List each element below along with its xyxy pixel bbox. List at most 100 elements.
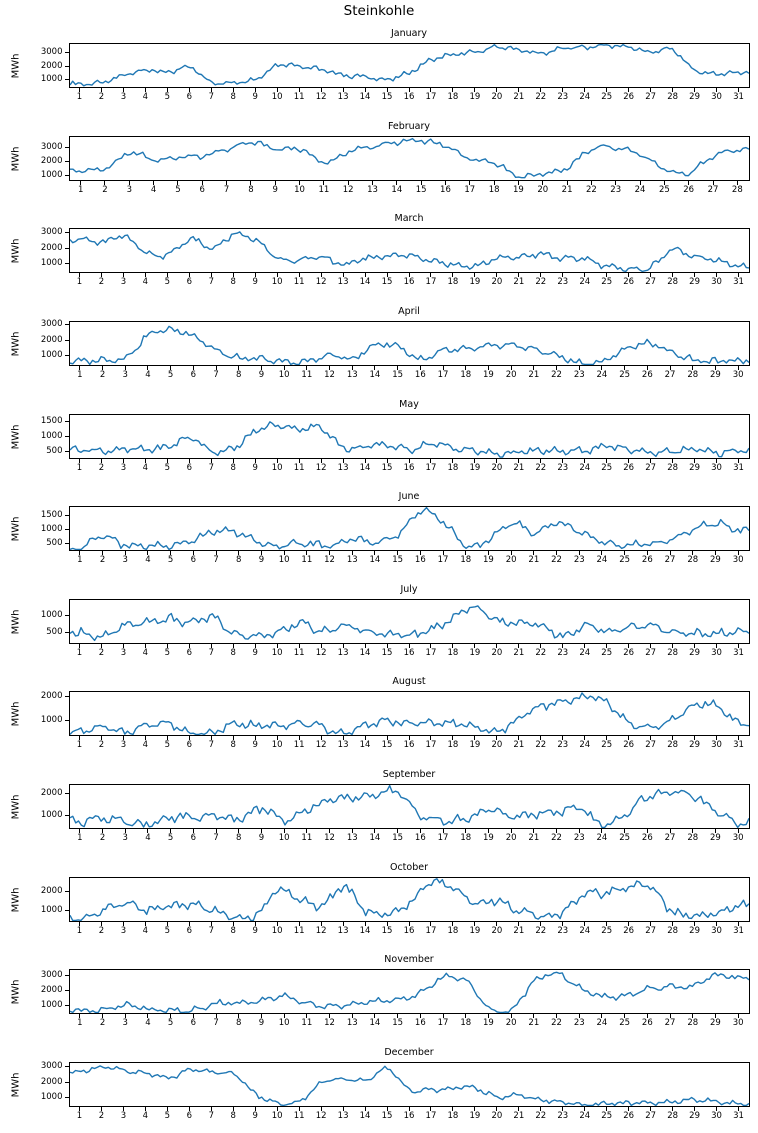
y-axis-label: MWh [10,887,22,912]
y-tickmark [65,263,69,265]
x-tick-label: 17 [425,277,437,287]
x-tickmark [232,922,234,926]
x-tick-label: 6 [190,1018,197,1028]
x-tickmark [452,273,454,277]
x-tickmark [540,88,542,92]
x-tickmark [474,1107,476,1111]
axes-box [68,414,750,459]
x-tick-label: 21 [513,92,525,102]
x-tickmark [430,459,432,463]
x-tickmark [669,366,671,370]
x-tick-label: 28 [731,185,743,195]
x-tickmark [650,736,652,740]
x-tickmark [716,273,718,277]
x-tickmark [215,1014,217,1018]
x-tickmark [562,88,564,92]
x-tick-label: 18 [447,463,459,473]
x-tick-label: 30 [711,463,722,473]
y-axis-label: MWh [10,701,22,726]
y-tick-label: 1000 [40,610,63,621]
x-tick-label: 14 [359,277,371,287]
x-tick-label: 4 [142,1111,149,1121]
x-tick-label: 22 [535,648,547,658]
x-tickmark [578,366,580,370]
x-tickmark [562,273,564,277]
axes-box [68,969,750,1014]
x-tickmark [306,829,308,833]
x-tickmark [452,922,454,926]
x-tick-label: 4 [145,1018,151,1028]
y-tick-label: 500 [46,627,63,638]
x-tickmark [624,551,626,555]
x-tick-label: 29 [710,555,721,565]
x-tickmark [210,922,212,926]
x-tick-label: 30 [732,1018,744,1028]
x-tickmark [518,459,520,463]
x-tick-label: 25 [601,740,613,750]
y-tickmark [65,975,69,977]
x-tick-label: 23 [573,1018,585,1028]
x-tick-label: 6 [186,648,193,658]
data-line [69,507,749,550]
x-tick-label: 23 [573,833,585,843]
x-tickmark [562,922,564,926]
x-tick-label: 4 [142,92,149,102]
x-tickmark [210,644,212,648]
x-tick-label: 21 [513,463,525,473]
x-tickmark [122,88,124,92]
x-tick-label: 7 [208,740,214,750]
x-tickmark [430,88,432,92]
x-tick-label: 28 [687,1018,699,1028]
x-tick-label: 14 [369,833,381,843]
x-tickmark [276,273,278,277]
x-tick-label: 7 [208,277,214,287]
x-tick-label: 15 [381,463,393,473]
x-tickmark [430,273,432,277]
x-tick-label: 15 [381,277,393,287]
x-tick-label: 11 [301,1018,313,1028]
y-tick-label: 2000 [40,155,63,166]
x-tick-label: 9 [258,833,265,843]
x-tickmark [364,273,366,277]
x-tick-label: 9 [252,740,258,750]
x-tick-label: 1 [76,648,83,658]
x-tickmark [738,1107,740,1111]
y-tickmark [65,451,69,452]
x-tick-label: 4 [145,833,151,843]
x-tickmark [254,273,256,277]
y-tickmark [65,355,69,357]
x-tick-label: 20 [491,926,503,936]
y-tick-label: 3000 [40,1061,63,1072]
x-tick-label: 24 [596,555,608,565]
x-tick-label: 1 [76,926,83,936]
x-tickmark [430,922,432,926]
x-tick-label: 1 [76,92,83,102]
x-tickmark [646,1014,648,1018]
x-tickmark [738,644,740,648]
x-tick-label: 22 [551,555,562,565]
x-tick-label: 18 [447,740,459,750]
x-tickmark [714,366,716,370]
x-tickmark [465,1014,467,1018]
x-tick-label: 22 [551,1018,562,1028]
x-tickmark [408,88,410,92]
x-tick-label: 14 [359,1111,371,1121]
x-tickmark [274,181,276,185]
x-tickmark [442,829,444,833]
x-tickmark [518,1107,520,1111]
x-tickmark [672,273,674,277]
x-tick-label: 30 [711,648,722,658]
x-tick-label: 6 [186,277,193,287]
x-tick-label: 26 [623,926,635,936]
x-tickmark [188,88,190,92]
x-tick-label: 21 [513,648,525,658]
x-tickmark [716,1107,718,1111]
x-tickmark [628,1107,630,1111]
x-tick-label: 26 [623,92,635,102]
x-tickmark [397,1014,399,1018]
x-tickmark [493,181,495,185]
x-tick-label: 8 [230,1111,236,1121]
x-tickmark [79,551,81,555]
x-tick-label: 7 [213,555,219,565]
